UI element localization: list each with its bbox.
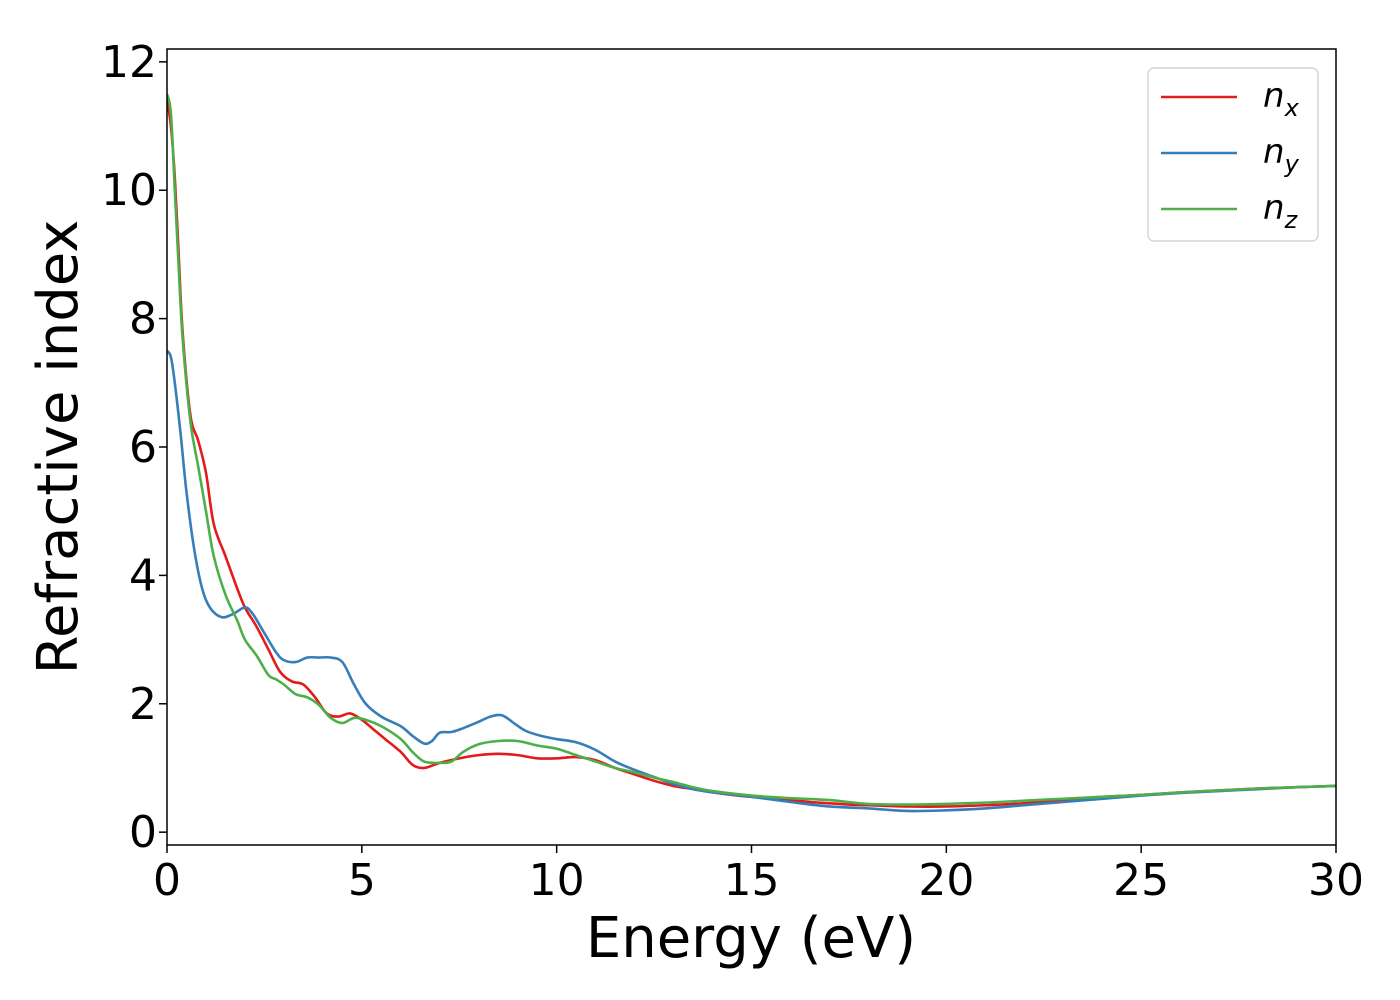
series-line-ny (167, 349, 1336, 813)
y-axis-title: Refractive index (26, 220, 91, 675)
legend: nx ny nz (1147, 67, 1319, 242)
x-tick-label: 0 (153, 855, 181, 906)
y-tick-label: 0 (129, 807, 157, 858)
y-tick-label: 10 (101, 165, 157, 216)
y-tick-label: 8 (129, 294, 157, 345)
series-line-nz (167, 93, 1336, 806)
y-tick-label: 6 (129, 422, 157, 473)
y-tick-label: 2 (129, 679, 157, 730)
legend-box (1147, 67, 1319, 242)
legend-label-nx: nx (1263, 76, 1300, 122)
x-tick-label: 5 (348, 855, 376, 906)
x-axis-title: Energy (eV) (586, 906, 916, 971)
x-tick-label: 10 (529, 855, 585, 906)
series-layer (167, 93, 1336, 813)
x-tick-label: 30 (1308, 855, 1364, 906)
ticks-layer: 0 5 10 15 20 25 30 0 2 4 6 8 10 12 (101, 37, 1364, 906)
y-tick-label: 12 (101, 37, 157, 88)
x-tick-label: 20 (918, 855, 974, 906)
y-tick-label: 4 (129, 550, 157, 601)
x-tick-label: 15 (724, 855, 780, 906)
legend-label-nz: nz (1263, 188, 1299, 234)
legend-label-ny: ny (1263, 132, 1300, 178)
series-line-nx (167, 100, 1336, 808)
x-tick-label: 25 (1113, 855, 1169, 906)
